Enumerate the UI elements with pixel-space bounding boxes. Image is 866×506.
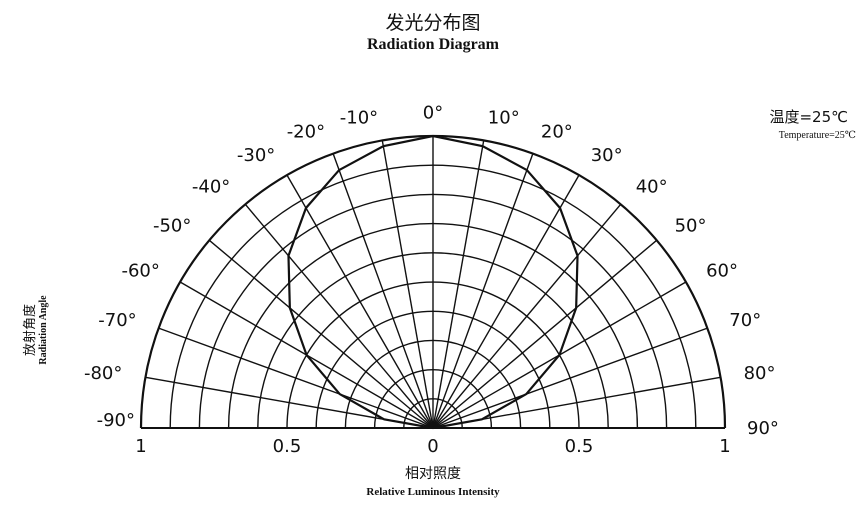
radial-tick-label: 0.5 — [273, 436, 302, 457]
angle-label: -30° — [237, 145, 275, 166]
grid-spoke — [432, 140, 485, 429]
angle-label: -50° — [153, 215, 191, 236]
grid-spoke — [432, 203, 622, 429]
angle-label: 60° — [706, 260, 738, 281]
x-axis-label-en: Relative Luminous Intensity — [366, 486, 500, 498]
angle-label: 20° — [541, 122, 573, 143]
chart-subtitle: Radiation Diagram — [367, 36, 499, 53]
intensity-curve — [287, 134, 579, 430]
angle-label: -90° — [97, 410, 135, 431]
grid-spoke — [286, 174, 434, 429]
angle-label: -60° — [121, 260, 159, 281]
grid-spoke — [432, 239, 658, 429]
radial-tick-label: 0.5 — [565, 436, 594, 457]
x-axis-label-cn: 相对照度 — [405, 466, 461, 482]
angle-label: 0° — [423, 103, 443, 124]
grid-spoke — [381, 140, 434, 429]
angle-label: 50° — [675, 215, 707, 236]
angle-label: -40° — [192, 176, 230, 197]
grid-spoke — [432, 153, 534, 429]
temperature-annotation-en: Temperature=25℃ — [778, 130, 856, 141]
grid-spoke — [244, 203, 434, 429]
angle-label: 30° — [591, 145, 623, 166]
angle-label: 10° — [488, 107, 520, 128]
radial-tick-label: 1 — [719, 436, 730, 457]
grid-spoke — [432, 327, 708, 429]
grid-spoke — [332, 153, 434, 429]
angle-label: -20° — [287, 122, 325, 143]
radial-tick-label: 1 — [135, 436, 146, 457]
radial-tick-label: 0 — [427, 436, 438, 457]
grid-spoke — [158, 327, 434, 429]
angle-label: -80° — [84, 363, 122, 384]
angle-label: 90° — [747, 418, 779, 439]
angle-label: 40° — [636, 176, 668, 197]
temperature-annotation-cn: 温度=25℃ — [769, 108, 848, 126]
grid-spoke — [208, 239, 434, 429]
grid-spoke — [432, 174, 580, 429]
angle-label: 80° — [744, 363, 776, 384]
chart-title: 发光分布图 — [385, 12, 481, 34]
angle-label: -70° — [98, 310, 136, 331]
angle-label: -10° — [340, 107, 378, 128]
angle-label: 70° — [729, 310, 761, 331]
